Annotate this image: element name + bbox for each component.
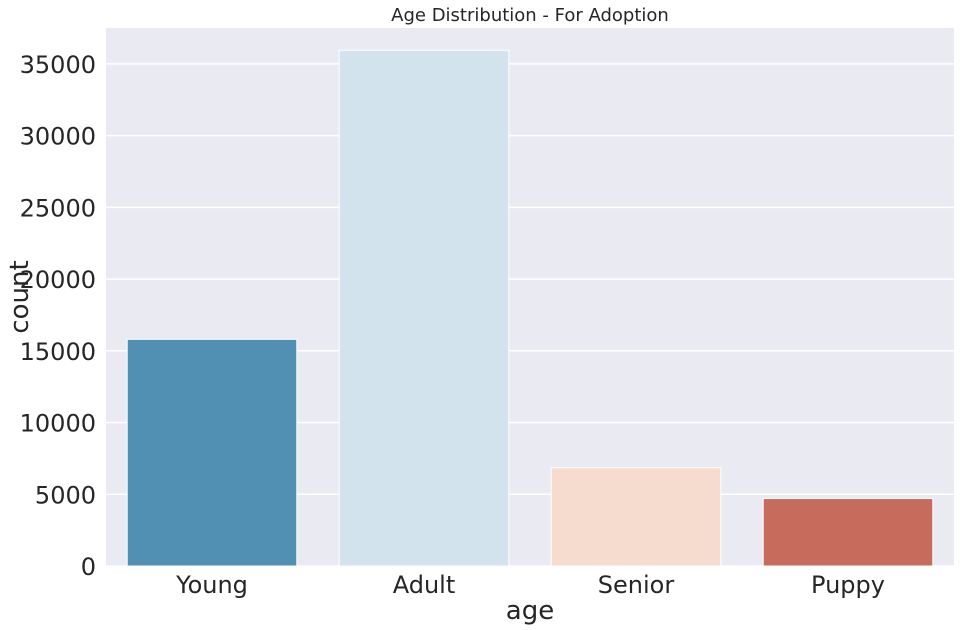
y-axis-label: count — [5, 260, 35, 333]
bar-puppy — [762, 498, 934, 567]
bar-young — [126, 338, 298, 567]
bar-senior — [550, 467, 722, 567]
y-tick-label: 20000 — [20, 266, 96, 294]
x-tick-label: Senior — [598, 571, 675, 599]
x-axis-label: age — [506, 596, 554, 626]
x-tick-label: Adult — [393, 571, 456, 599]
y-tick-label: 35000 — [20, 51, 96, 79]
x-tick-label: Young — [175, 571, 248, 599]
bars — [126, 49, 934, 567]
y-tick-label: 30000 — [20, 123, 96, 151]
y-axis-ticks: 0 5000 10000 15000 20000 25000 30000 35000 — [20, 51, 96, 581]
bar-adult — [338, 49, 510, 567]
y-tick-label: 25000 — [20, 194, 96, 222]
y-tick-label: 5000 — [35, 481, 96, 509]
y-tick-label: 0 — [81, 553, 96, 581]
x-tick-label: Puppy — [811, 571, 885, 599]
y-tick-label: 15000 — [20, 338, 96, 366]
y-tick-label: 10000 — [20, 410, 96, 438]
x-axis-ticks: Young Adult Senior Puppy — [175, 571, 885, 599]
chart-title: Age Distribution - For Adoption — [391, 5, 669, 26]
